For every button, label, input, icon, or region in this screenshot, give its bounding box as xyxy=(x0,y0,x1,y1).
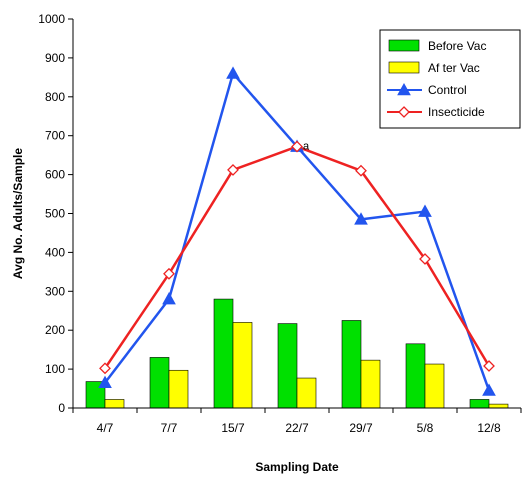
bar-af-ter-vac xyxy=(232,322,253,409)
y-tick-label: 400 xyxy=(45,245,65,259)
legend-label-af-ter-vac: Af ter Vac xyxy=(428,61,480,75)
marker-control xyxy=(162,292,176,305)
marker-insecticide xyxy=(483,360,495,372)
data-annotation: a xyxy=(303,140,310,152)
legend-marker-control xyxy=(397,82,411,96)
bars-layer xyxy=(85,298,509,409)
legend-swatch-before-vac xyxy=(388,39,420,52)
bar-before-vac xyxy=(213,298,234,409)
legend-swatch-af-ter-vac xyxy=(388,61,420,74)
y-tick-label: 200 xyxy=(45,323,65,337)
bar-af-ter-vac xyxy=(360,359,381,409)
legend: Before Vac Af ter Vac Control Insecticide xyxy=(379,29,521,129)
bar-before-vac xyxy=(277,323,298,409)
marker-insecticide xyxy=(355,164,367,177)
x-axis-title: Sampling Date xyxy=(255,460,339,474)
x-tick-label: 22/7 xyxy=(285,421,309,435)
y-tick-label: 100 xyxy=(45,362,65,376)
marker-insecticide xyxy=(419,253,431,265)
y-tick-label: 300 xyxy=(45,284,65,298)
marker-control xyxy=(418,204,432,217)
bar-af-ter-vac xyxy=(168,369,189,409)
y-axis-title: Avg No. Adults/Sample xyxy=(11,148,25,279)
y-ticks: 0 100 200 300 400 500 600 700 800 900 1000 xyxy=(38,12,73,415)
y-tick-label: 0 xyxy=(58,401,65,415)
marker-insecticide xyxy=(227,164,239,176)
x-ticks: 4/7 7/7 15/7 22/7 29/7 5/8 12/8 xyxy=(72,408,522,435)
x-tick-label: 4/7 xyxy=(97,421,114,435)
marker-insecticide xyxy=(99,362,111,375)
x-tick-label: 15/7 xyxy=(221,421,245,435)
legend-label-insecticide: Insecticide xyxy=(428,105,485,119)
x-tick-label: 29/7 xyxy=(349,421,373,435)
legend-label-before-vac: Before Vac xyxy=(428,39,486,53)
y-tick-label: 500 xyxy=(45,207,65,221)
bar-before-vac xyxy=(469,399,490,409)
legend-label-control: Control xyxy=(428,83,467,97)
bar-af-ter-vac xyxy=(424,363,445,409)
marker-control xyxy=(482,383,496,396)
x-tick-label: 5/8 xyxy=(417,421,434,435)
marker-control xyxy=(98,375,112,389)
markers-layer xyxy=(98,66,496,396)
y-tick-label: 800 xyxy=(45,90,65,104)
marker-insecticide xyxy=(291,140,303,153)
y-tick-label: 900 xyxy=(45,51,65,65)
bar-before-vac xyxy=(341,320,362,409)
bar-af-ter-vac xyxy=(296,377,317,409)
bar-af-ter-vac xyxy=(488,403,509,409)
marker-control xyxy=(226,66,240,79)
legend-marker-insecticide xyxy=(398,106,410,118)
y-tick-label: 600 xyxy=(45,168,65,182)
marker-control xyxy=(354,212,368,225)
bar-af-ter-vac xyxy=(104,399,125,409)
marker-insecticide xyxy=(163,267,175,280)
y-tick-label: 700 xyxy=(45,129,65,143)
y-tick-label: 1000 xyxy=(38,12,65,26)
x-tick-label: 7/7 xyxy=(161,421,178,435)
bar-before-vac xyxy=(149,357,170,409)
bar-before-vac xyxy=(405,343,426,409)
x-tick-label: 12/8 xyxy=(477,421,501,435)
